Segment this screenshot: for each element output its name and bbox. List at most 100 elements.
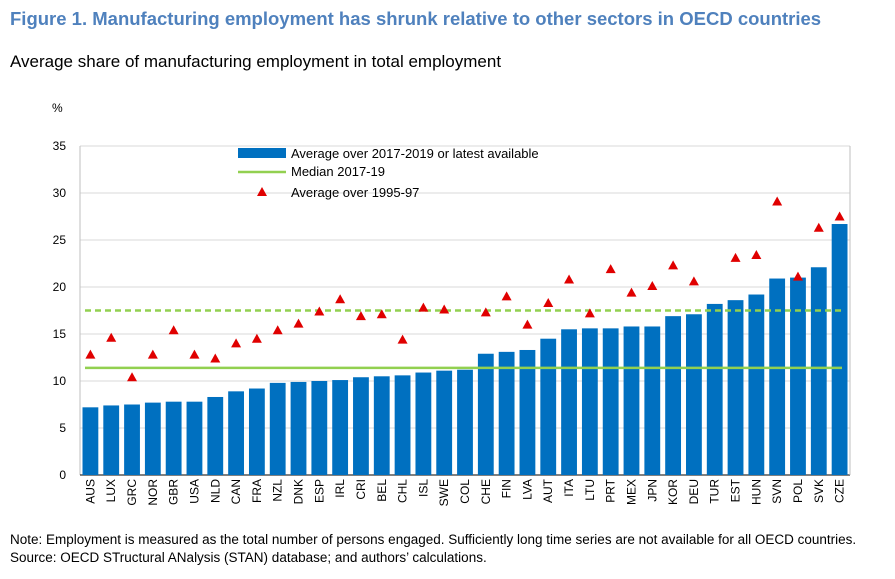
marker-irl — [335, 294, 346, 304]
bar-lva — [519, 349, 536, 475]
x-tick-label: POL — [791, 479, 805, 503]
marker-isl — [418, 302, 429, 312]
x-tick-label: CAN — [229, 479, 243, 504]
bar-usa — [186, 401, 203, 475]
marker-svn — [772, 196, 783, 206]
marker-ita — [564, 274, 575, 284]
bar-isl — [415, 372, 432, 475]
marker-est — [730, 252, 741, 262]
marker-gbr — [168, 325, 179, 335]
source-text: Source: OECD STructural ANalysis (STAN) … — [10, 550, 487, 565]
marker-che — [480, 307, 491, 317]
bar-che — [477, 353, 494, 475]
bar-nld — [207, 396, 224, 475]
marker-swe — [439, 304, 450, 314]
x-tick-label: DEU — [687, 479, 701, 504]
x-tick-label: NOR — [146, 479, 160, 506]
markers — [85, 196, 845, 382]
marker-fra — [251, 333, 262, 343]
bar-svk — [810, 267, 827, 475]
figure-notes: Note: Employment is measured as the tota… — [10, 531, 856, 567]
bar-nzl — [269, 382, 286, 475]
figure-title: Figure 1. Manufacturing employment has s… — [10, 8, 822, 29]
bar-hun — [748, 294, 765, 475]
marker-nld — [210, 353, 221, 363]
y-tick-label: 15 — [53, 327, 67, 341]
marker-dnk — [293, 318, 304, 328]
bar-fin — [498, 351, 515, 475]
bar-grc — [124, 404, 140, 475]
bar-ita — [561, 329, 577, 475]
x-tick-label: MEX — [624, 479, 638, 505]
marker-svk — [813, 222, 824, 232]
x-tick-label: IRL — [333, 479, 347, 498]
marker-grc — [127, 372, 138, 382]
legend-marker-label: Average over 1995-97 — [291, 185, 419, 200]
y-axis-label: % — [52, 101, 63, 115]
median-lines — [85, 309, 842, 370]
y-tick-label: 30 — [53, 186, 67, 200]
x-tick-label: GRC — [125, 479, 139, 506]
x-tick-label: SVK — [812, 479, 826, 503]
legend: Average over 2017-2019 or latest availab… — [238, 146, 539, 200]
bar-chl — [394, 375, 411, 475]
x-tick-label: ISL — [416, 479, 430, 497]
bar-bel — [373, 376, 390, 475]
marker-esp — [314, 306, 325, 316]
x-tick-label: ESP — [312, 479, 326, 503]
x-tick-label: AUS — [83, 479, 97, 504]
y-tick-label: 10 — [53, 374, 67, 388]
y-tick-label: 35 — [53, 139, 67, 153]
x-tick-label: JPN — [645, 479, 659, 502]
marker-prt — [605, 264, 616, 274]
bar-lux — [103, 405, 120, 475]
bar-irl — [332, 380, 349, 475]
bars — [82, 224, 848, 475]
bar-can — [228, 391, 244, 475]
x-tick-label: NLD — [208, 479, 222, 503]
x-tick-label: ITA — [562, 479, 576, 497]
x-tick-label: TUR — [708, 479, 722, 504]
note-text: Note: Employment is measured as the tota… — [10, 532, 857, 547]
bar-deu — [686, 314, 702, 475]
marker-pol — [792, 271, 803, 281]
x-tick-label: GBR — [167, 479, 181, 505]
marker-cri — [355, 311, 366, 321]
x-tick-label: SWE — [437, 479, 451, 506]
legend-bar-swatch — [238, 148, 286, 158]
x-tick-label: LVA — [520, 479, 534, 500]
x-tick-label: FIN — [500, 479, 514, 498]
marker-lva — [522, 319, 533, 329]
bar-kor — [665, 316, 682, 475]
bar-cri — [353, 377, 369, 475]
y-tick-label: 25 — [53, 233, 67, 247]
bar-nor — [144, 402, 161, 475]
x-tick-label: PRT — [604, 478, 618, 502]
marker-jpn — [647, 281, 658, 291]
x-tick-label: DNK — [292, 479, 306, 504]
bar-cze — [831, 224, 848, 475]
marker-aut — [543, 297, 554, 307]
marker-usa — [189, 349, 200, 359]
marker-ltu — [584, 308, 595, 318]
marker-deu — [688, 276, 699, 286]
x-axis-labels: AUS LUX GRC NOR GBR USA NLD CAN FRA NZL DNK ESP IRL C… — [83, 478, 846, 506]
bar-ltu — [581, 328, 598, 475]
marker-hun — [751, 250, 762, 260]
x-tick-label: NZL — [271, 479, 285, 502]
marker-nor — [147, 349, 158, 359]
bar-dnk — [290, 381, 307, 475]
x-tick-label: LUX — [104, 479, 118, 502]
bar-col — [457, 369, 473, 475]
bar-swe — [436, 370, 453, 475]
x-tick-label: USA — [187, 479, 201, 504]
bar-tur — [706, 303, 723, 475]
x-tick-label: KOR — [666, 479, 680, 505]
bar-pol — [790, 277, 806, 475]
marker-nzl — [272, 325, 283, 335]
marker-kor — [668, 260, 679, 270]
bar-esp — [311, 381, 328, 475]
x-tick-label: CRI — [354, 479, 368, 500]
marker-fin — [501, 291, 512, 301]
